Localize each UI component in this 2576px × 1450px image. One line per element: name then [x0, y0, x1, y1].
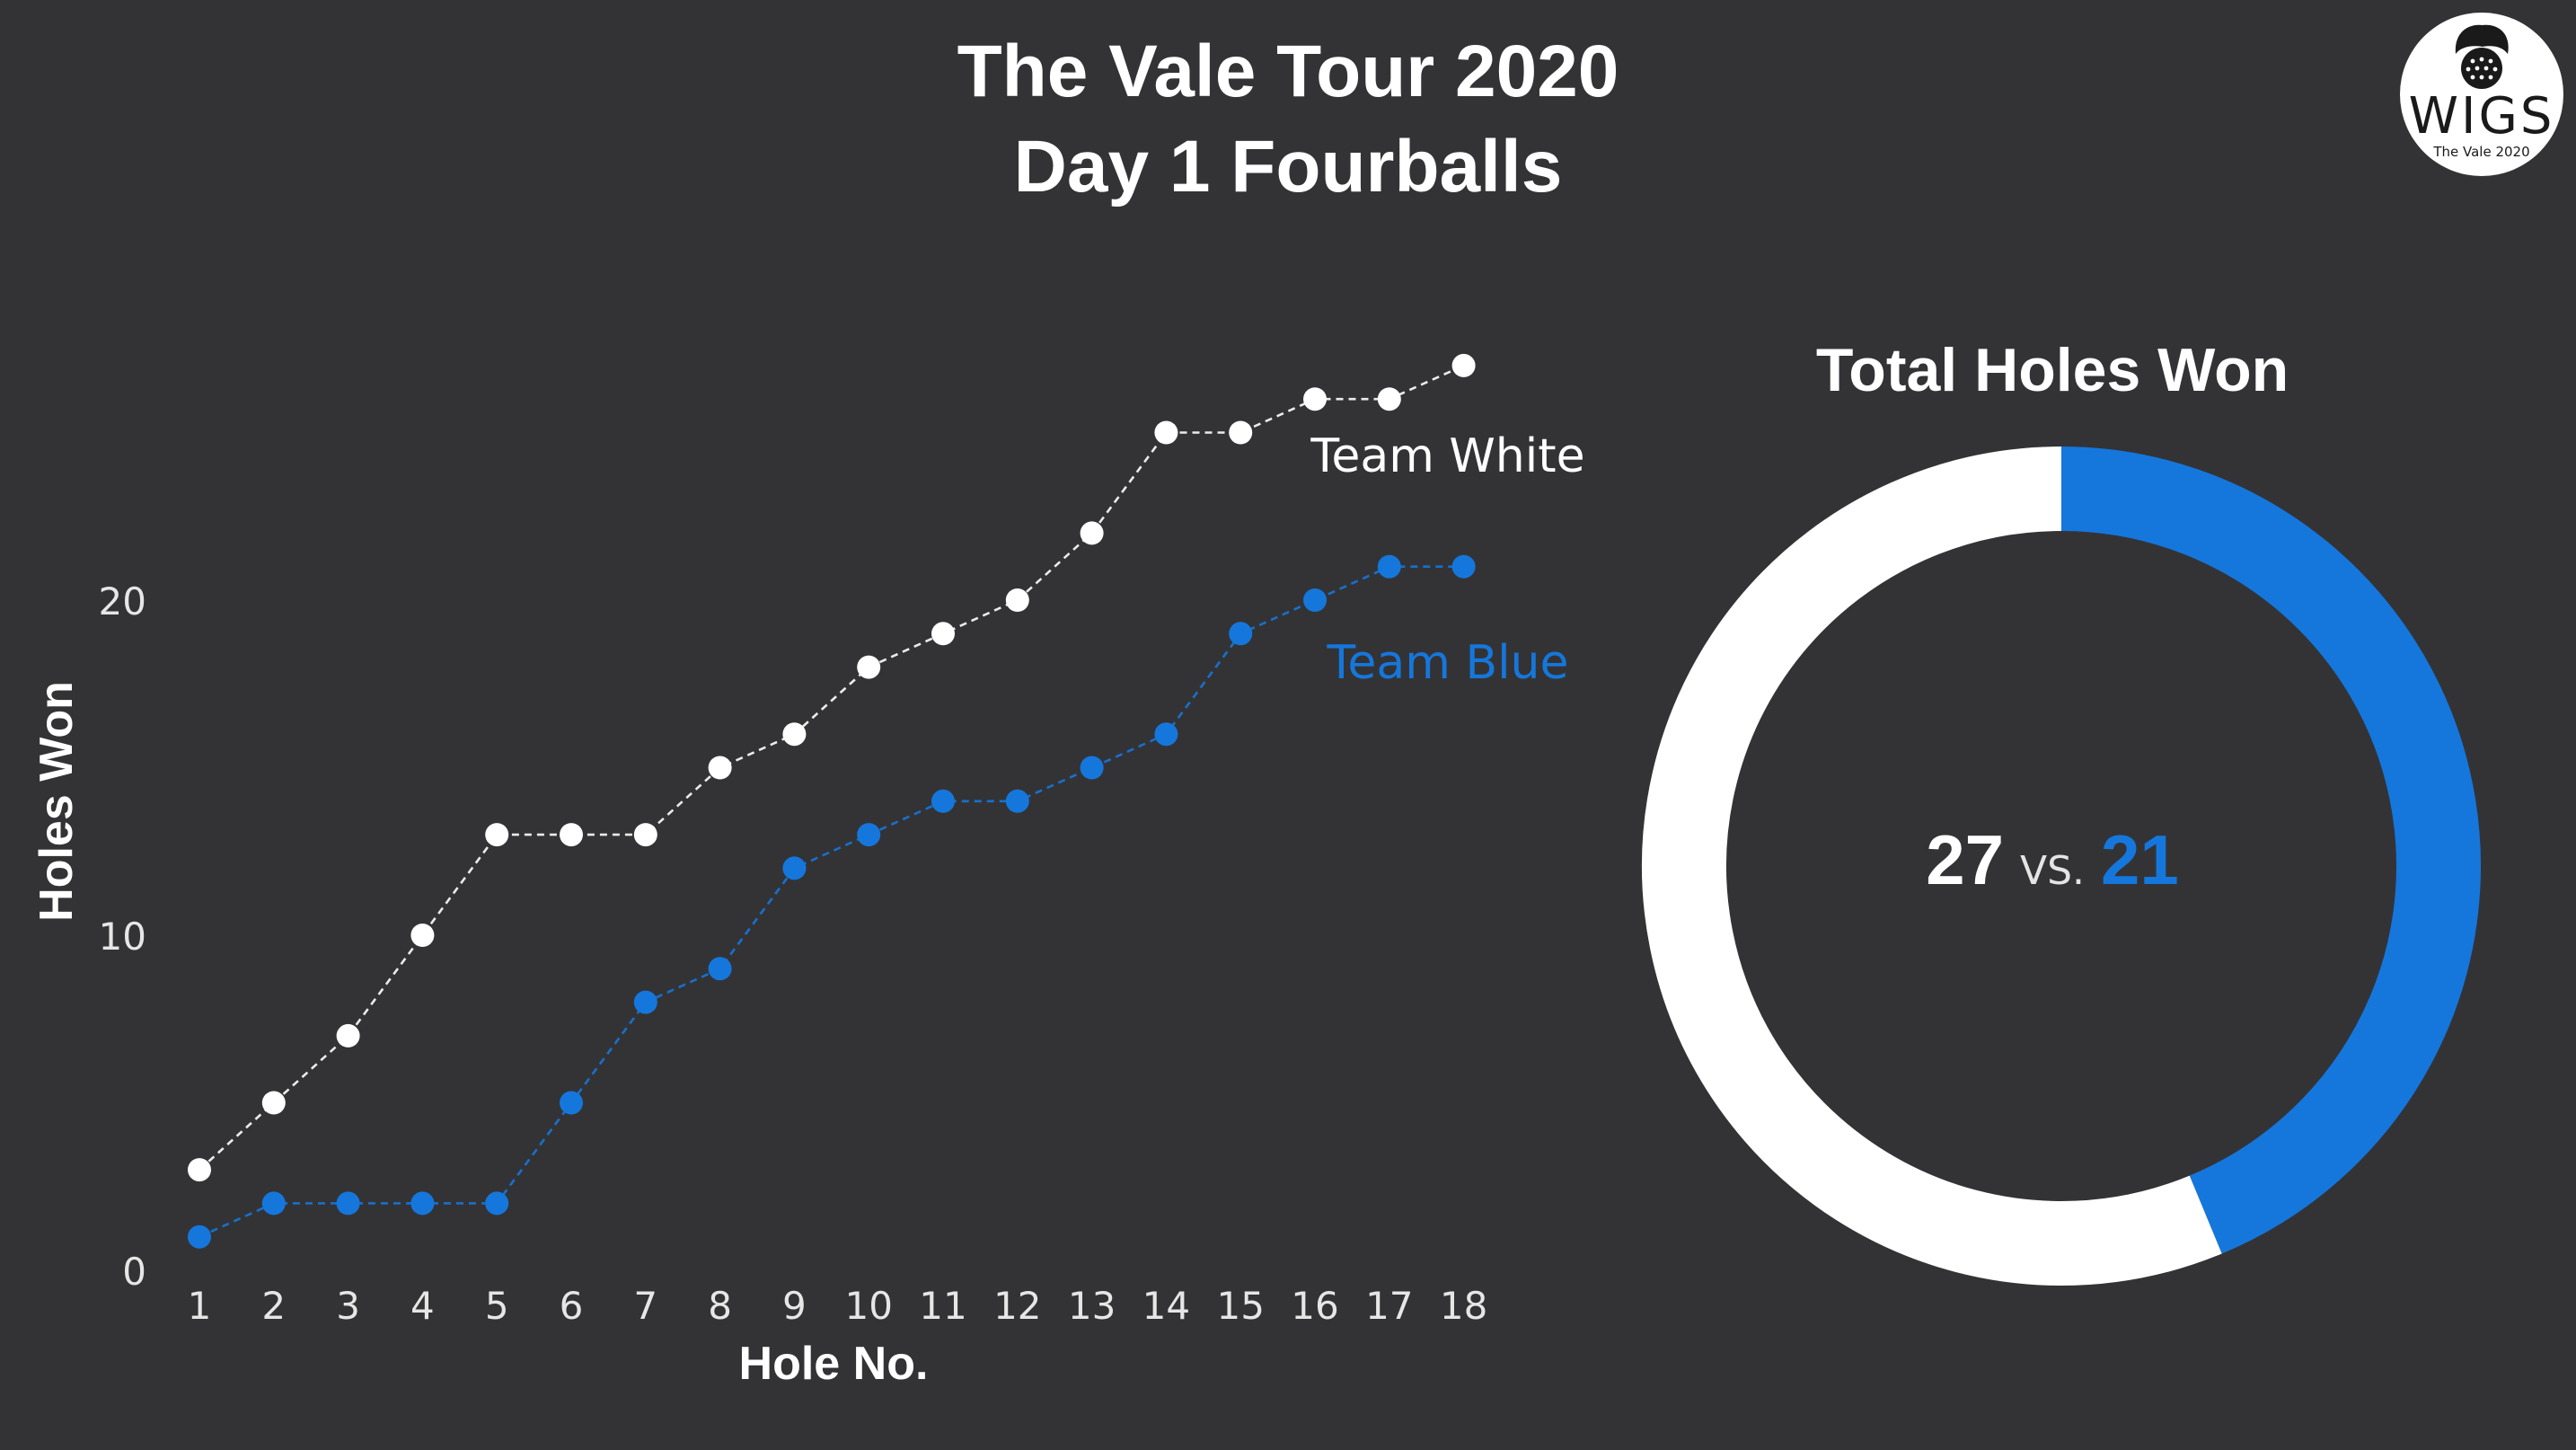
donut-slices	[1642, 446, 2481, 1286]
data-point	[485, 823, 509, 847]
data-point	[188, 1225, 211, 1249]
x-tick-label: 14	[1142, 1284, 1190, 1328]
data-point	[1377, 554, 1401, 579]
data-point	[633, 823, 657, 847]
series-line	[198, 565, 1464, 1238]
data-point	[857, 655, 881, 679]
x-tick-label: 9	[782, 1284, 807, 1328]
y-axis-title: Holes Won	[31, 681, 83, 922]
y-axis-ticks: 0 10 20	[99, 579, 146, 1294]
data-point	[1303, 387, 1327, 411]
x-tick-label: 2	[261, 1284, 286, 1328]
x-tick-label: 15	[1216, 1284, 1264, 1328]
data-point	[261, 1191, 286, 1216]
data-point	[336, 1191, 360, 1216]
vs-label: VS.	[2019, 848, 2085, 894]
data-point	[1229, 420, 1253, 445]
x-axis-ticks: 1 2 3 4 5 6 7 8 9 10 11 12 13 14 15 16 17 18	[188, 1284, 1488, 1328]
data-point	[1005, 789, 1029, 813]
data-point	[1229, 622, 1253, 646]
data-point	[1005, 588, 1029, 612]
x-tick-label: 3	[336, 1284, 360, 1328]
blue-total: 21	[2101, 820, 2179, 899]
logo-wordmark: WIGS	[2408, 87, 2555, 146]
x-tick-label: 5	[485, 1284, 509, 1328]
donut-slice-blue	[2060, 446, 2481, 1254]
x-tick-label: 11	[919, 1284, 966, 1328]
score-summary: 27 VS. 21	[1738, 825, 2367, 895]
data-point	[782, 856, 807, 880]
x-tick-label: 1	[188, 1284, 212, 1328]
series-label: Team Blue	[1326, 636, 1568, 690]
white-total: 27	[1926, 820, 2004, 899]
series-label: Team White	[1310, 429, 1584, 483]
data-point	[708, 756, 732, 780]
data-point	[560, 1091, 583, 1115]
wigs-logo: WIGS The Vale 2020	[2400, 13, 2563, 176]
data-point	[1303, 588, 1327, 612]
x-axis-title: Hole No.	[739, 1338, 929, 1390]
golfer-head-icon	[2455, 24, 2509, 89]
data-point	[1451, 353, 1476, 377]
x-tick-label: 12	[993, 1284, 1041, 1328]
x-tick-label: 4	[410, 1284, 435, 1328]
x-tick-label: 6	[560, 1284, 584, 1328]
y-tick-label: 0	[122, 1250, 146, 1294]
series-line	[198, 364, 1465, 1171]
data-point	[1080, 521, 1104, 545]
data-point	[1154, 722, 1178, 747]
x-tick-label: 10	[844, 1284, 892, 1328]
x-tick-label: 16	[1291, 1284, 1338, 1328]
data-point	[410, 1191, 435, 1216]
data-point	[857, 823, 881, 847]
data-point	[410, 924, 435, 947]
data-point	[782, 722, 807, 747]
data-point	[1080, 756, 1104, 780]
data-point	[1154, 420, 1178, 445]
logo-subtitle: The Vale 2020	[2433, 144, 2530, 160]
data-point	[633, 990, 657, 1014]
data-point	[336, 1023, 360, 1048]
x-tick-label: 8	[708, 1284, 732, 1328]
data-point	[261, 1091, 286, 1115]
data-point	[1451, 554, 1476, 579]
series-layer: Team White Team Blue	[188, 353, 1585, 1249]
data-point	[1377, 387, 1401, 411]
data-point	[485, 1191, 509, 1216]
y-tick-label: 20	[99, 579, 146, 623]
x-tick-label: 18	[1440, 1284, 1487, 1328]
x-tick-label: 13	[1068, 1284, 1116, 1328]
data-point	[560, 823, 583, 847]
data-point	[708, 957, 732, 981]
y-tick-label: 10	[99, 915, 146, 959]
page-title-line-2: Day 1 Fourballs	[1013, 126, 1563, 208]
x-tick-label: 17	[1365, 1284, 1413, 1328]
x-tick-label: 7	[633, 1284, 657, 1328]
data-point	[931, 789, 955, 813]
data-point	[931, 622, 955, 646]
page-title-line-1: The Vale Tour 2020	[957, 31, 1619, 112]
data-point	[188, 1158, 211, 1182]
donut-title: Total Holes Won	[1815, 336, 2289, 404]
donut-slice-white	[1642, 446, 2222, 1286]
